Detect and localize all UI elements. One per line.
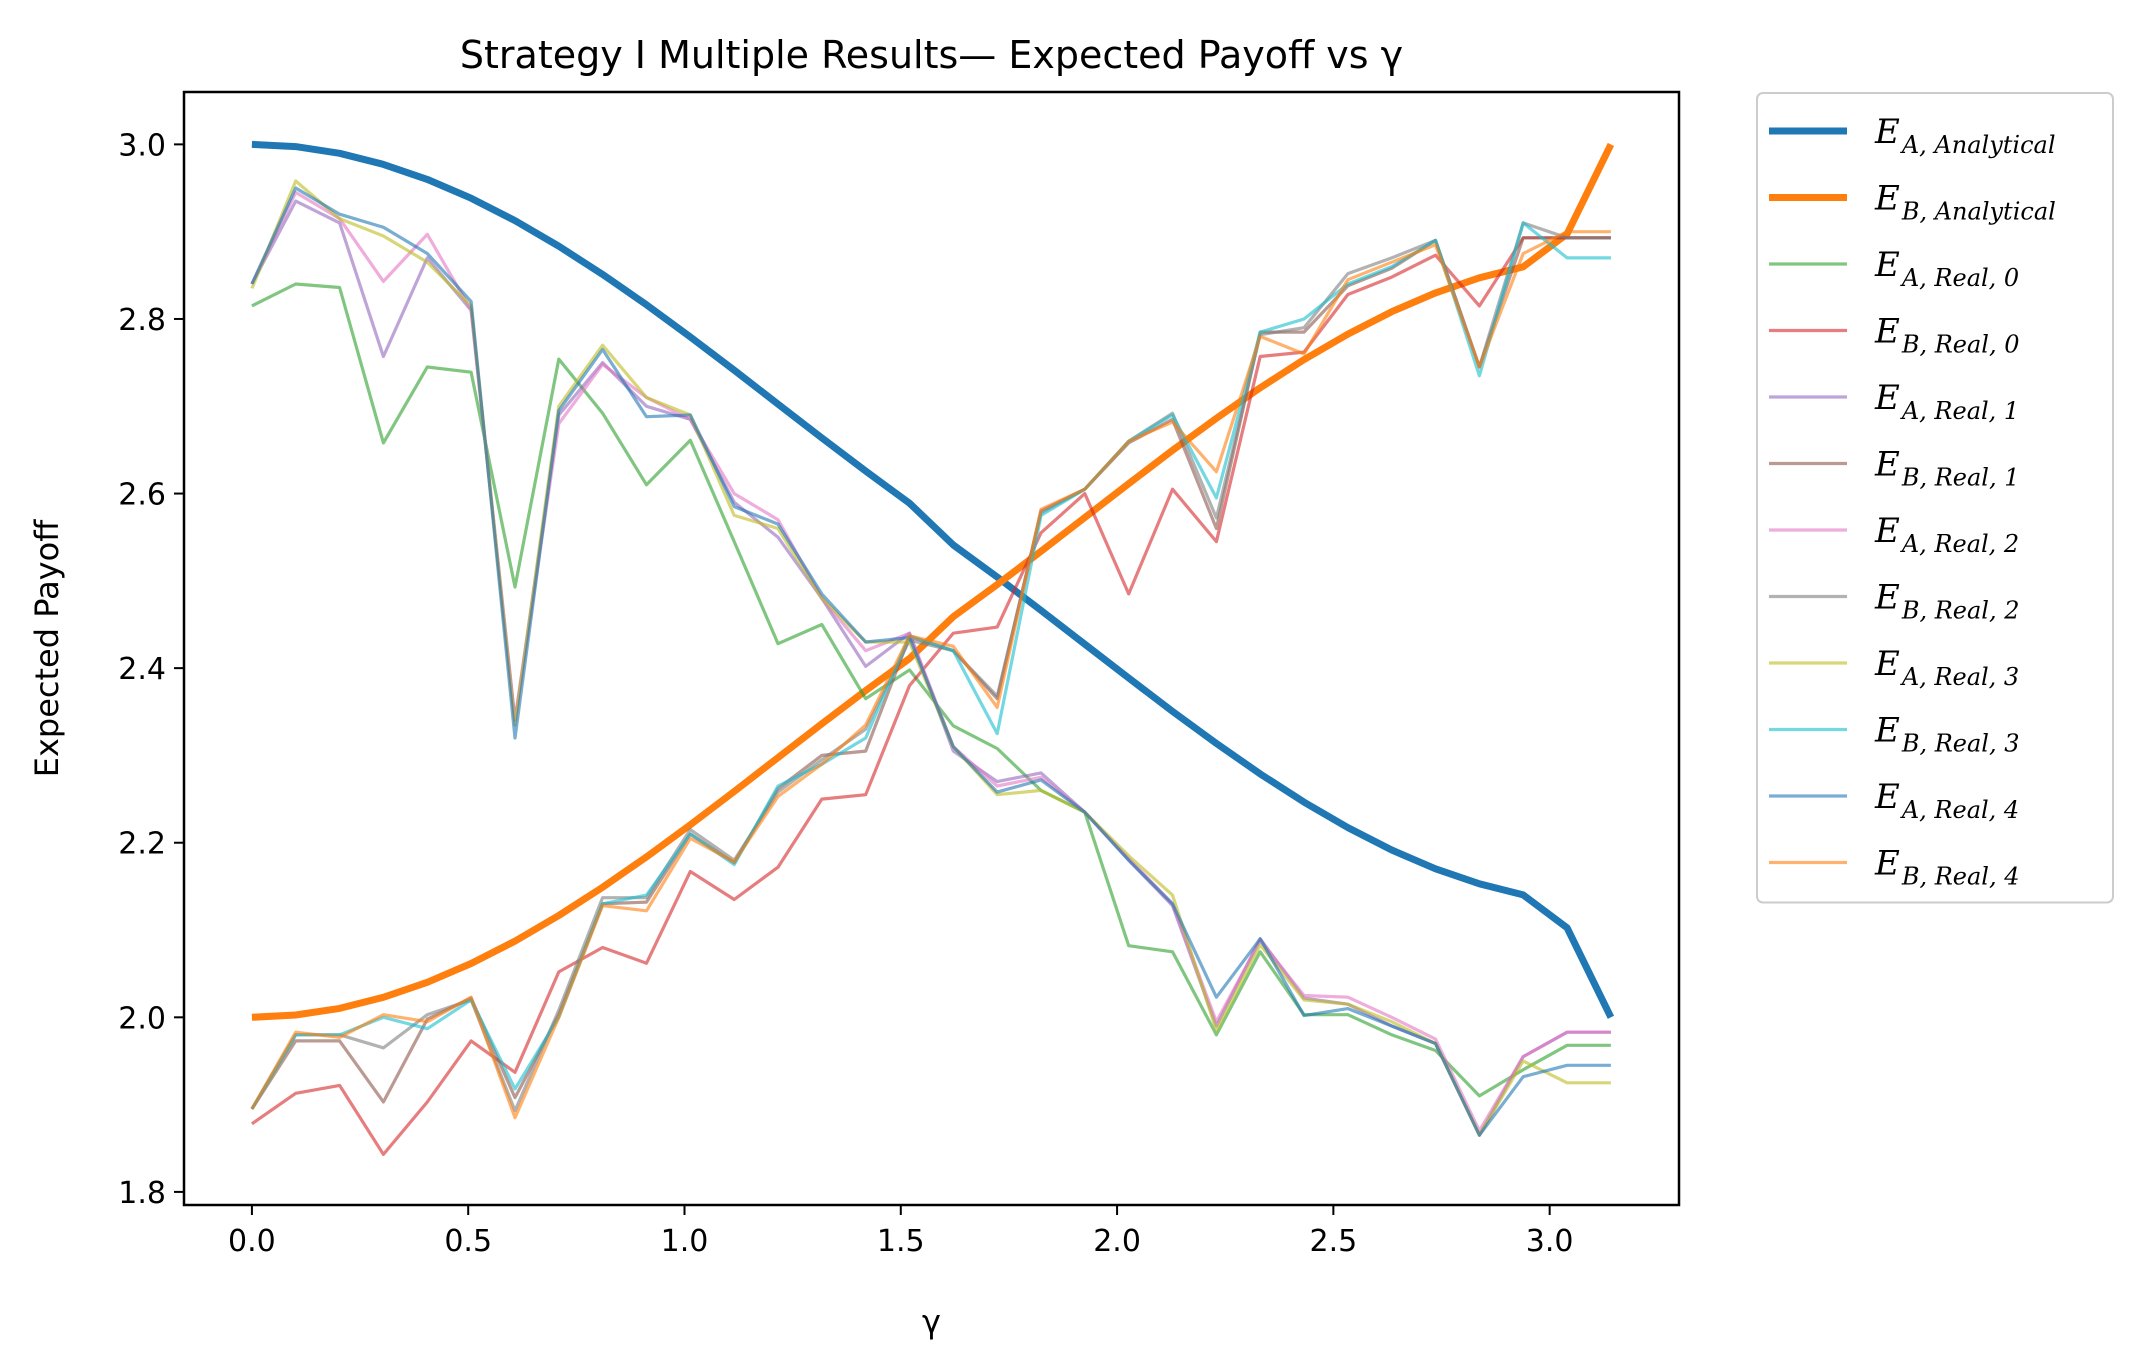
x-tick-label: 0.5 <box>444 1224 492 1259</box>
x-tick-label: 2.5 <box>1310 1224 1358 1259</box>
x-tick-label: 1.0 <box>661 1224 709 1259</box>
x-tick-label: 3.0 <box>1526 1224 1574 1259</box>
series-line-5 <box>250 236 1611 1110</box>
x-tick-label: 0.0 <box>228 1224 276 1259</box>
y-tick-label: 2.0 <box>118 1001 166 1036</box>
y-tick-label: 2.2 <box>118 827 166 862</box>
y-tick-label: 2.4 <box>118 652 166 687</box>
y-axis: 1.8 2.0 2.2 2.4 2.6 2.8 3.0 <box>118 128 184 1211</box>
series-line-3 <box>250 236 1611 1157</box>
series-line-4 <box>250 199 1611 1137</box>
y-tick-label: 2.6 <box>118 478 166 513</box>
series-line-0 <box>251 140 1615 1019</box>
y-tick-label: 3.0 <box>118 128 166 163</box>
series-line-9 <box>250 221 1611 1110</box>
series-line-7 <box>250 221 1611 1113</box>
plot-lines <box>250 140 1615 1157</box>
series-line-1 <box>251 142 1615 1021</box>
series-line-10 <box>250 186 1611 1137</box>
series-line-11 <box>250 230 1611 1120</box>
chart-title: Strategy I Multiple Results— Expected Pa… <box>460 33 1403 77</box>
x-axis: 0.0 0.5 1.0 1.5 2.0 2.5 3.0 <box>228 1205 1574 1259</box>
y-tick-label: 1.8 <box>118 1176 166 1211</box>
x-axis-label: γ <box>922 1303 941 1341</box>
legend-box <box>1756 92 2114 904</box>
y-tick-label: 2.8 <box>118 303 166 338</box>
x-tick-label: 1.5 <box>877 1224 925 1259</box>
y-axis-label: Expected Payoff <box>28 519 66 777</box>
plot-frame <box>182 90 1681 1207</box>
x-tick-label: 2.0 <box>1093 1224 1141 1259</box>
